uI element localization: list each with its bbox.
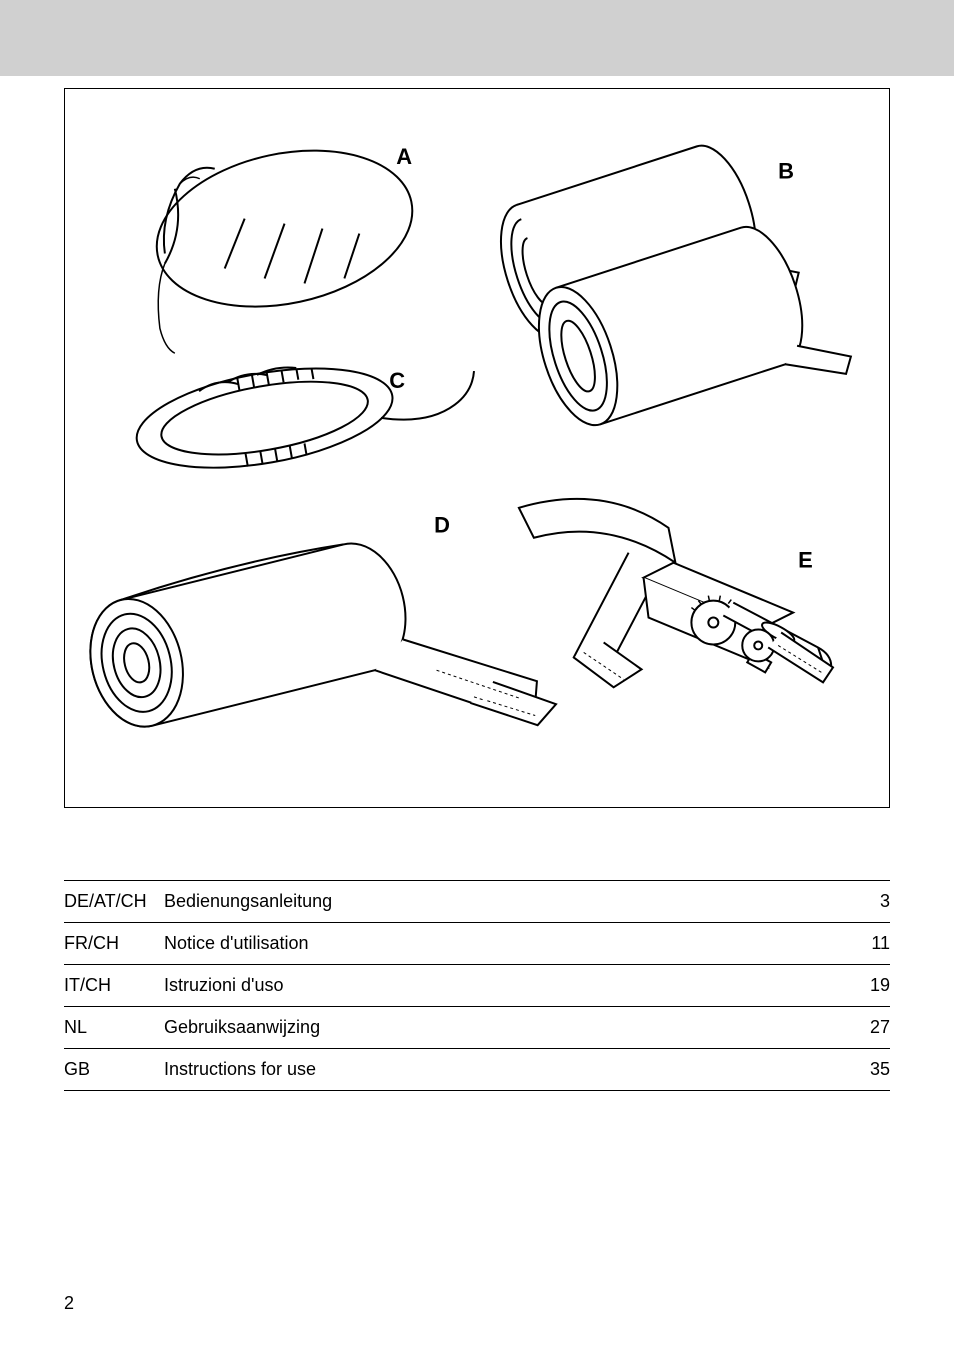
header-band [0,0,954,76]
parts-diagram-frame: A B C D E [64,88,890,808]
toc-page-num: 19 [870,975,890,996]
toc-row: GB Instructions for use 35 [64,1048,890,1091]
label-b: B [778,159,794,184]
parts-diagram: A B C D E [65,89,889,807]
toc-code: IT/CH [64,975,164,996]
page-number: 2 [64,1293,74,1314]
toc-title: Notice d'utilisation [164,933,871,954]
toc-row: IT/CH Istruzioni d'uso 19 [64,964,890,1006]
toc-title: Bedienungsanleitung [164,891,880,912]
label-d: D [434,513,450,538]
toc-title: Gebruiksaanwijzing [164,1017,870,1038]
toc-page-num: 35 [870,1059,890,1080]
toc-title: Istruzioni d'uso [164,975,870,996]
toc-page-num: 27 [870,1017,890,1038]
toc-title: Instructions for use [164,1059,870,1080]
item-e-ratchet [519,499,833,687]
label-c: C [389,368,405,393]
toc-row: DE/AT/CH Bedienungsanleitung 3 [64,880,890,922]
label-a: A [396,144,412,169]
item-c-rope-coil [129,335,484,485]
label-e: E [798,548,813,573]
toc-page-num: 11 [871,933,890,954]
toc-code: DE/AT/CH [64,891,164,912]
document-page: A B C D E DE/AT/CH Bedienungsanleitung 3… [0,0,954,1354]
toc-row: NL Gebruiksaanwijzing 27 [64,1006,890,1048]
table-of-contents: DE/AT/CH Bedienungsanleitung 3 FR/CH Not… [64,880,890,1091]
item-b-rolls [486,128,855,461]
toc-row: FR/CH Notice d'utilisation 11 [64,922,890,964]
toc-code: GB [64,1059,164,1080]
toc-code: NL [64,1017,164,1038]
item-a-bag [142,129,427,354]
toc-page-num: 3 [880,891,890,912]
item-d-strap-coil [76,499,560,807]
toc-code: FR/CH [64,933,164,954]
